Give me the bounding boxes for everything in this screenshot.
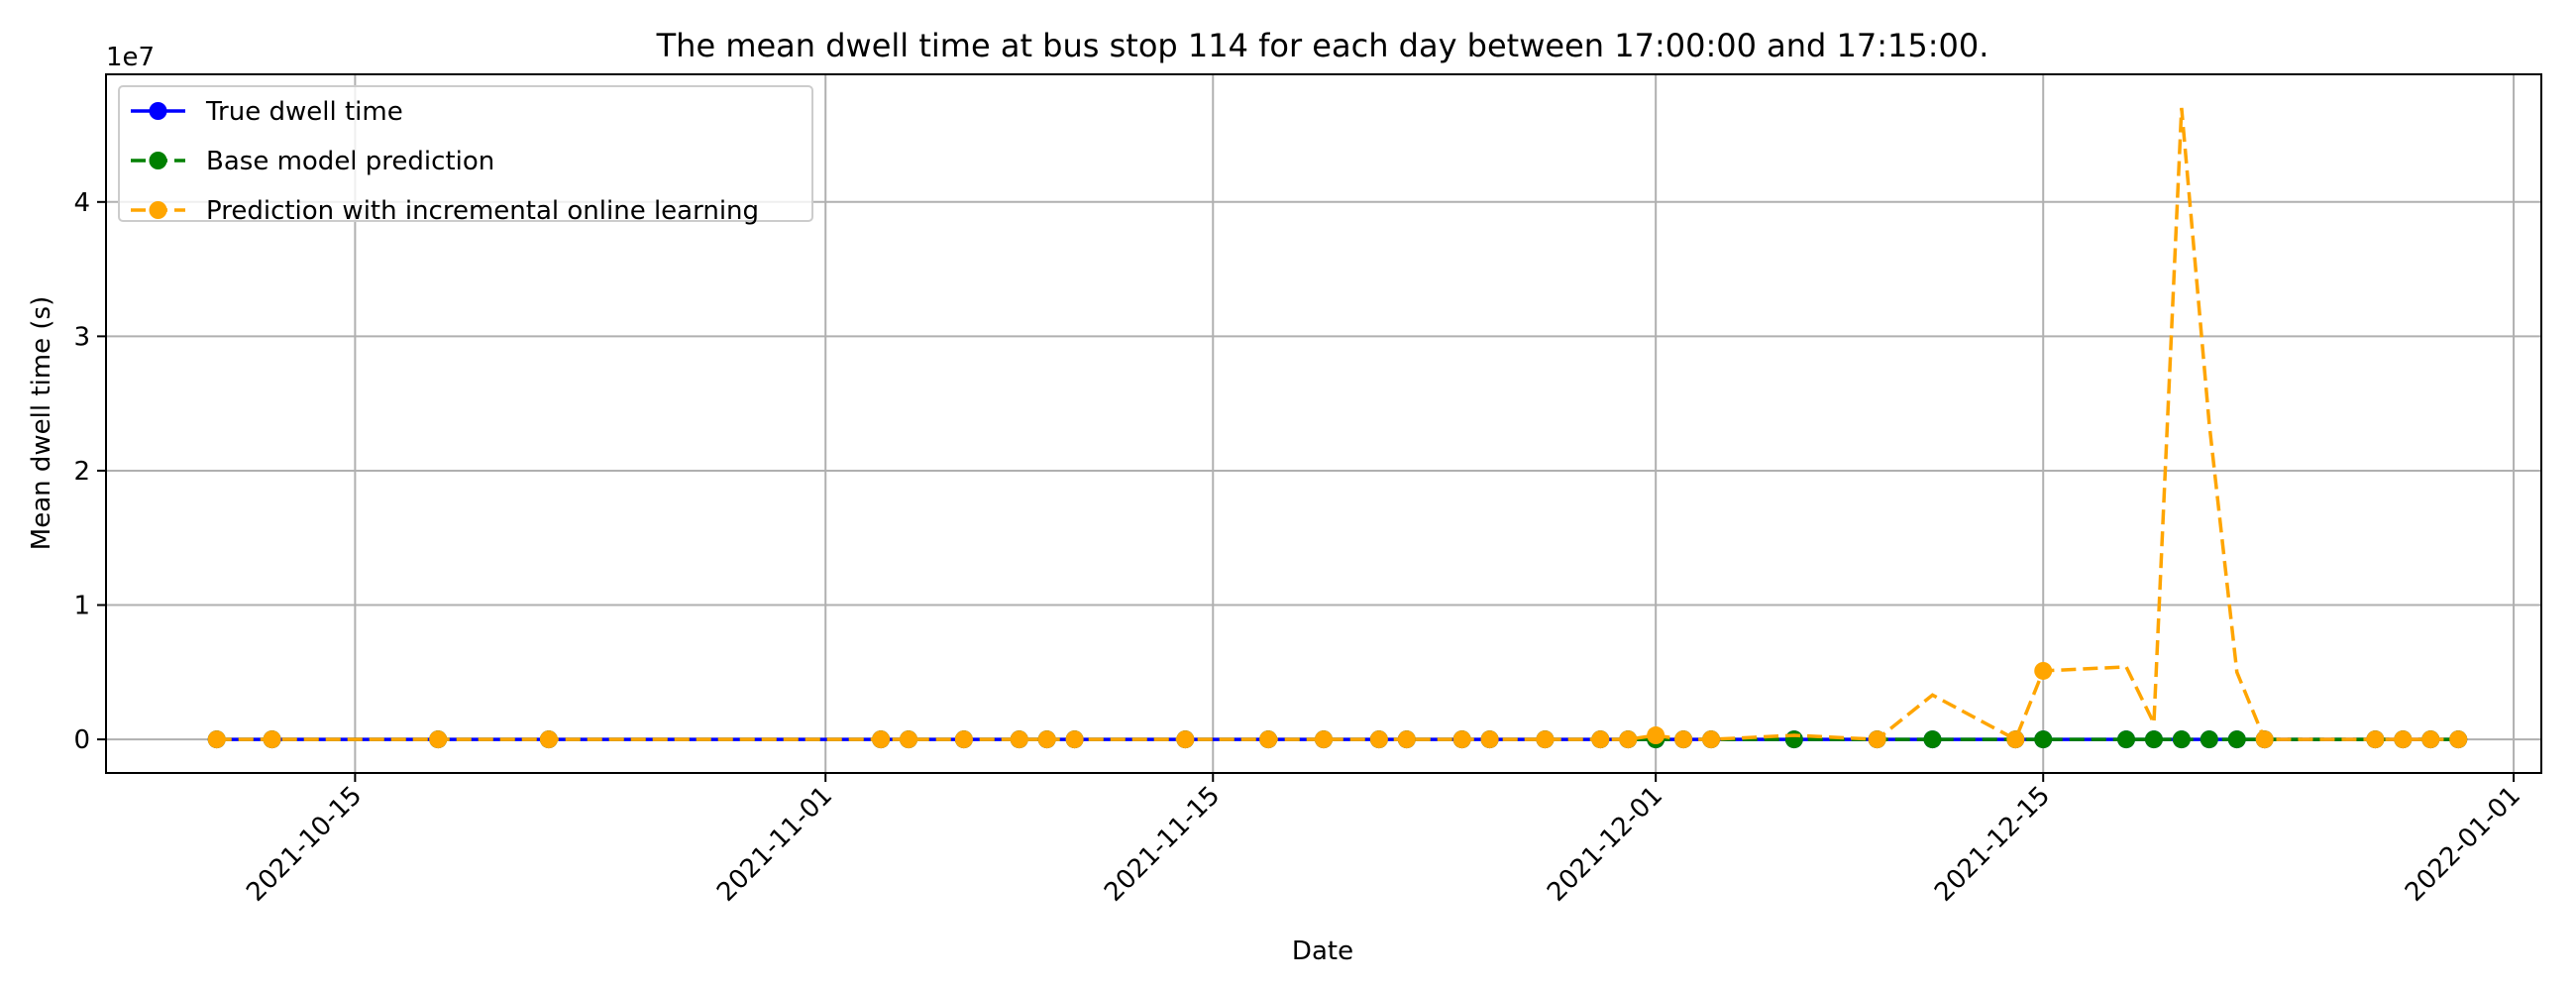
data-point (1369, 730, 1388, 749)
x-axis-label: Date (1292, 936, 1353, 966)
data-point (872, 730, 891, 749)
data-point (1452, 730, 1471, 749)
data-point (1674, 730, 1693, 749)
x-tick-label: 2021-10-15 (241, 781, 368, 908)
series-line (216, 107, 2459, 742)
data-point (2200, 730, 2218, 749)
y-tick-label: 1 (73, 592, 90, 621)
y-axis-offset-label: 1e7 (106, 43, 155, 72)
x-tick-label: 2021-11-15 (1099, 781, 1226, 908)
y-tick-label: 0 (73, 725, 90, 755)
plot-frame (105, 73, 2542, 774)
legend-label: Base model prediction (206, 147, 494, 176)
data-point (1259, 730, 1278, 749)
data-point (2172, 730, 2191, 749)
x-tick-label: 2021-11-01 (711, 781, 838, 908)
data-point (429, 730, 448, 749)
data-point (2034, 661, 2053, 680)
data-point (1868, 730, 1886, 749)
data-point (2421, 730, 2440, 749)
x-tick-label: 2021-12-01 (1542, 781, 1668, 908)
data-point (2117, 730, 2136, 749)
data-point (2255, 730, 2274, 749)
data-point (1397, 730, 1416, 749)
series-layer (207, 107, 2468, 749)
data-point (207, 730, 226, 749)
y-axis-label: Mean dwell time (s) (27, 296, 56, 550)
x-tick-label: 2022-01-01 (2400, 781, 2526, 908)
data-point (1647, 726, 1665, 745)
data-point (1176, 730, 1195, 749)
data-point (1010, 730, 1028, 749)
data-point (1065, 730, 1084, 749)
data-point (1923, 730, 1942, 749)
y-tick-label: 4 (73, 188, 90, 218)
legend-label: True dwell time (205, 97, 403, 127)
data-point (1037, 730, 1056, 749)
data-point (2394, 730, 2413, 749)
data-point (2366, 730, 2385, 749)
x-tick-label: 2021-12-15 (1929, 781, 2056, 908)
data-point (539, 730, 558, 749)
data-point (1315, 730, 1333, 749)
data-point (1619, 730, 1638, 749)
series-3 (207, 107, 2468, 749)
chart-title: The mean dwell time at bus stop 114 for … (656, 27, 1989, 64)
legend-box (118, 85, 813, 222)
data-point (263, 730, 281, 749)
data-point (2144, 730, 2163, 749)
data-point (2227, 730, 2246, 749)
data-point (1784, 730, 1803, 749)
data-point (2006, 730, 2025, 749)
data-point (954, 730, 973, 749)
data-point (900, 730, 918, 749)
legend-label: Prediction with incremental online learn… (206, 196, 759, 226)
data-point (1702, 730, 1721, 749)
legend-marker (149, 152, 167, 169)
axis-ticks: 2021-10-15 2021-11-01 2021-11-15 2021-12-01… (73, 188, 2526, 908)
data-point (1480, 730, 1499, 749)
legend-marker (149, 102, 167, 120)
data-point (1536, 730, 1555, 749)
data-point (2034, 730, 2053, 749)
y-tick-label: 3 (73, 322, 90, 352)
data-point (2449, 730, 2468, 749)
y-tick-label: 2 (73, 457, 90, 487)
legend-marker (149, 201, 167, 219)
legend: True dwell time Base model prediction Pred… (118, 85, 813, 226)
data-point (1591, 730, 1610, 749)
